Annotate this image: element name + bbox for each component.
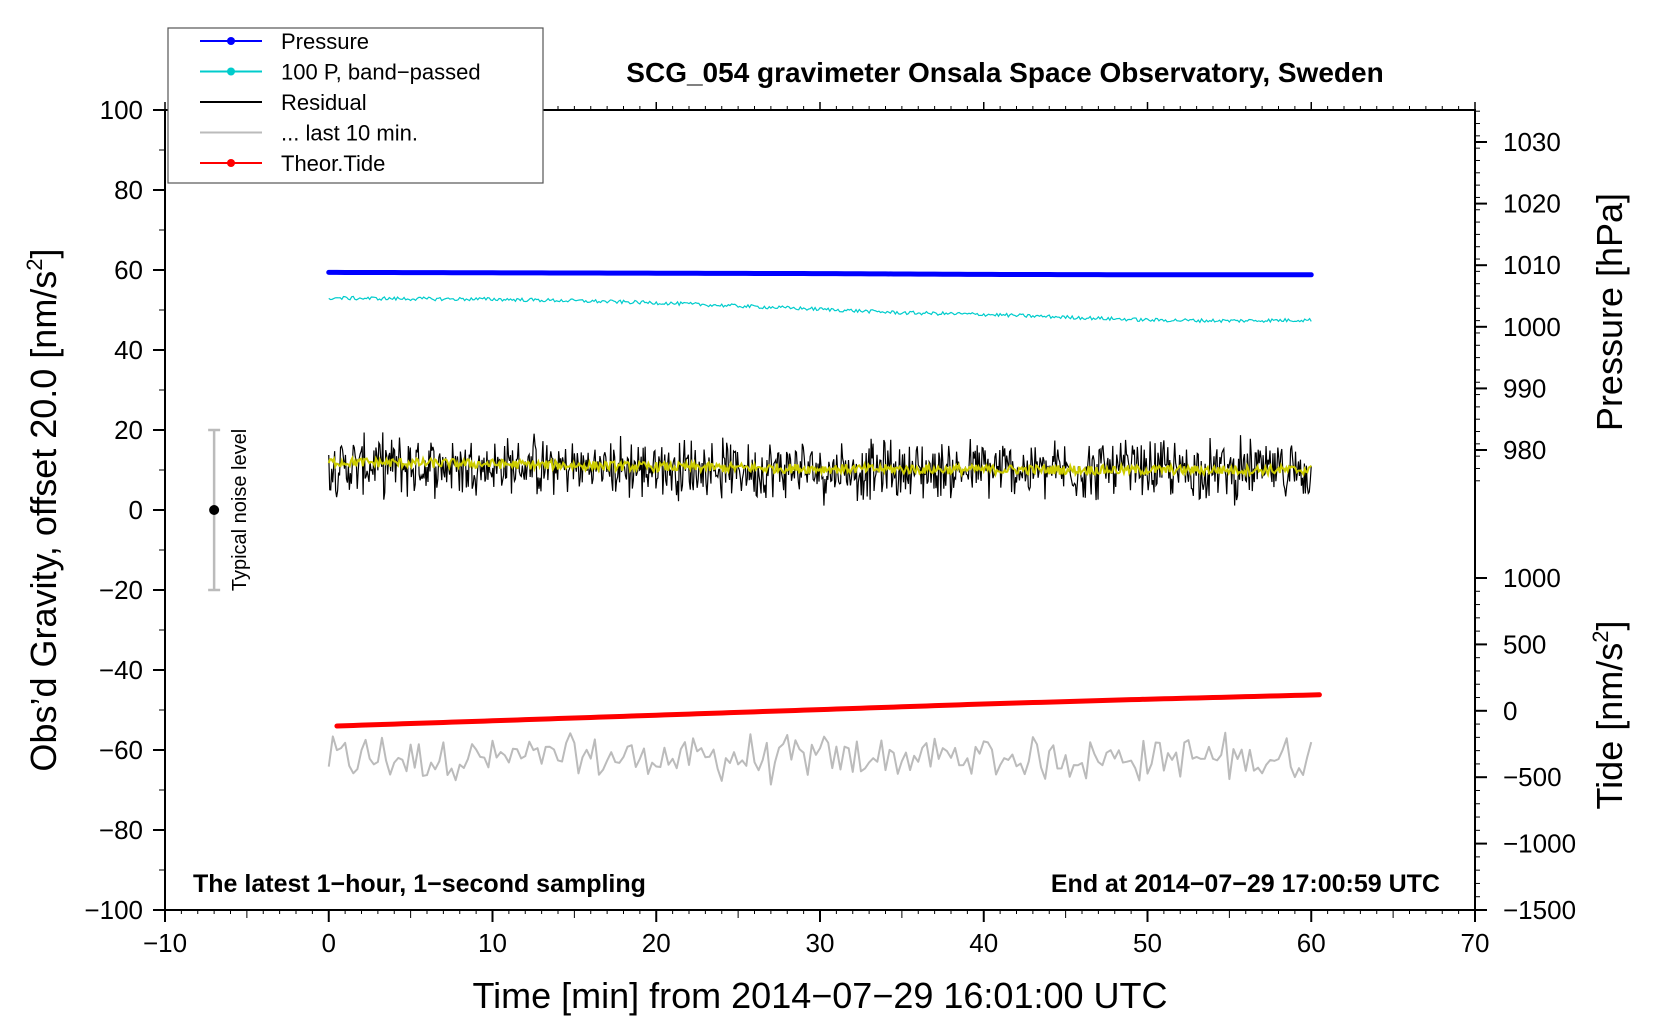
series-theor-tide xyxy=(334,692,1322,729)
series-layer xyxy=(326,269,1322,786)
x-tick-label: 20 xyxy=(642,928,671,958)
tide-tick-label: −500 xyxy=(1503,762,1562,792)
x-tick-label: 0 xyxy=(322,928,336,958)
x-tick-label: 50 xyxy=(1133,928,1162,958)
y-tick-label: 60 xyxy=(114,255,143,285)
pressure-tick-label: 1030 xyxy=(1503,127,1561,157)
noise-bar: Typical noise level xyxy=(208,428,251,592)
legend-label: Pressure xyxy=(281,29,369,54)
x-tick-label: 60 xyxy=(1297,928,1326,958)
y-axis-pressure-title: Pressure [hPa] xyxy=(1589,193,1630,431)
x-tick-label: 30 xyxy=(806,928,835,958)
y-axis-left-ticks: −100 −80 −60 −40 −20 0 20 40 60 80 100 xyxy=(84,95,165,925)
y-axis-pressure-ticks: 980 990 1000 1010 1020 1030 xyxy=(1475,110,1561,482)
legend-box xyxy=(167,27,544,184)
x-tick-label: 70 xyxy=(1461,928,1490,958)
y-axis-tide-title: Tide [nm/s2] xyxy=(1588,621,1630,810)
annotation-bottom-right: End at 2014−07−29 17:00:59 UTC xyxy=(1051,870,1440,898)
legend-swatch-marker xyxy=(227,37,235,45)
y-tick-label: −60 xyxy=(99,735,143,765)
x-axis-ticks: −10 0 10 20 30 40 50 60 70 xyxy=(143,102,1490,958)
tide-tick-label: −1000 xyxy=(1503,829,1576,859)
pressure-tick-label: 1000 xyxy=(1503,312,1561,342)
pressure-tick-label: 1020 xyxy=(1503,189,1561,219)
y-axis-left-title-main: Obs’d Gravity, offset 20.0 [nm/s xyxy=(23,271,64,772)
y-tick-label: −20 xyxy=(99,575,143,605)
plot-frame xyxy=(164,109,1476,911)
legend-label: Theor.Tide xyxy=(281,151,385,176)
legend-label: ... last 10 min. xyxy=(281,121,418,146)
legend: Pressure 100 P, band−passed Residual ... la… xyxy=(167,27,544,184)
y-tick-label: 80 xyxy=(114,175,143,205)
series-last-10-min xyxy=(327,731,1313,786)
noise-bar-label: Typical noise level xyxy=(229,429,251,591)
pressure-tick-label: 1010 xyxy=(1503,250,1561,280)
y-tick-label: 0 xyxy=(129,495,143,525)
legend-label: Residual xyxy=(281,90,367,115)
legend-swatch-marker xyxy=(227,67,235,76)
x-tick-label: 40 xyxy=(969,928,998,958)
x-tick-label: 10 xyxy=(478,928,507,958)
noise-bar-dot xyxy=(209,505,220,515)
y-tick-label: −100 xyxy=(84,895,143,925)
tide-tick-label: 1000 xyxy=(1503,563,1561,593)
y-tick-label: 20 xyxy=(114,415,143,445)
legend-label: 100 P, band−passed xyxy=(281,60,481,85)
x-axis-title: Time [min] from 2014−07−29 16:01:00 UTC xyxy=(472,975,1167,1016)
series-pressure-band-passed xyxy=(328,295,1312,324)
chart-title: SCG_054 gravimeter Onsala Space Observat… xyxy=(626,57,1383,88)
series-pressure xyxy=(326,269,1314,278)
y-tick-label: 40 xyxy=(114,335,143,365)
tide-tick-label: 500 xyxy=(1503,629,1546,659)
y-tick-label: −80 xyxy=(99,815,143,845)
y-axis-tide-title-end: ] xyxy=(1589,621,1630,631)
y-axis-tide-title-sup: 2 xyxy=(1588,631,1613,643)
tide-tick-label: 0 xyxy=(1503,696,1517,726)
y-axis-left-title-sup: 2 xyxy=(22,258,47,270)
y-axis-tide-title-main: Tide [nm/s xyxy=(1589,643,1630,810)
pressure-tick-label: 990 xyxy=(1503,373,1546,403)
legend-swatch-marker xyxy=(227,159,235,167)
x-tick-label: −10 xyxy=(143,928,187,958)
y-axis-left-title-end: ] xyxy=(23,248,64,258)
y-tick-label: 100 xyxy=(100,95,143,125)
y-axis-left-title: Obs’d Gravity, offset 20.0 [nm/s2] xyxy=(22,248,64,771)
tide-tick-label: −1500 xyxy=(1503,895,1576,925)
y-tick-label: −40 xyxy=(99,655,143,685)
annotation-bottom-left: The latest 1−hour, 1−second sampling xyxy=(193,870,646,898)
y-axis-tide-ticks: −1500 −1000 −500 0 500 1000 xyxy=(1475,563,1576,925)
series-residual-smoothed xyxy=(327,454,1312,478)
series-residual xyxy=(328,432,1312,506)
pressure-tick-label: 980 xyxy=(1503,435,1546,465)
